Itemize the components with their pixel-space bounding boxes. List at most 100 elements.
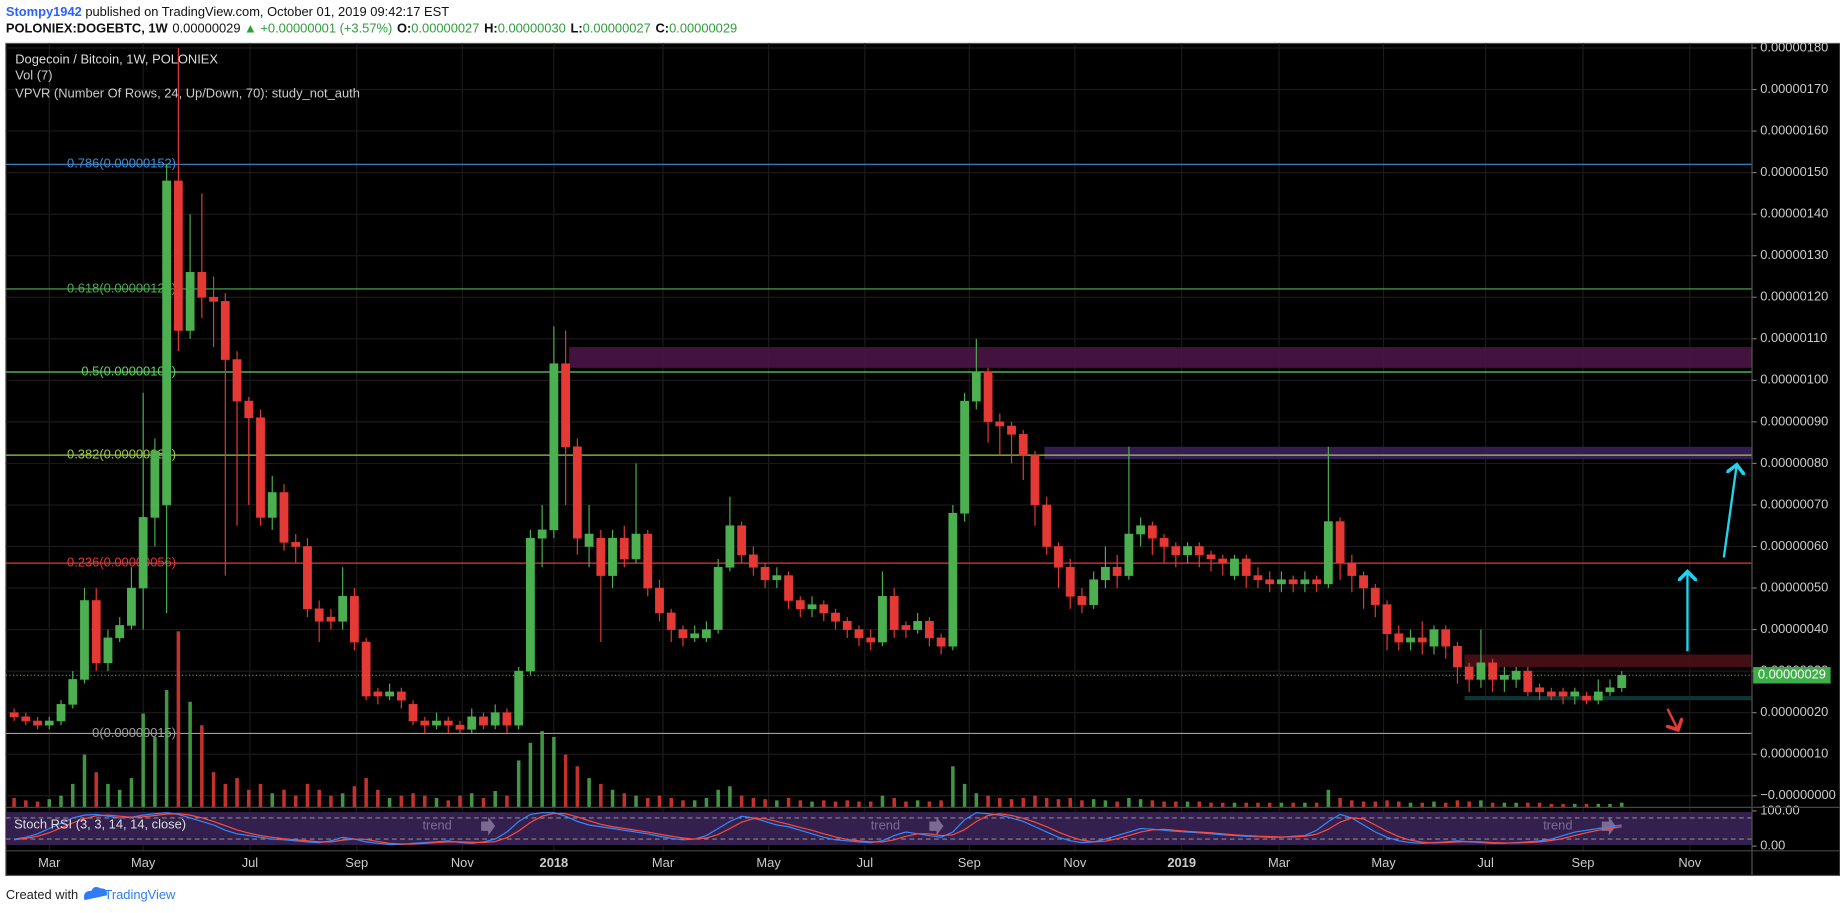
y-tick-label: 0.00000140 bbox=[1760, 206, 1828, 221]
volume-bar bbox=[505, 795, 509, 808]
volume-bar bbox=[1127, 797, 1131, 808]
legend-indicator: VPVR (Number Of Rows, 24, Up/Down, 70): … bbox=[15, 85, 360, 100]
candle-body bbox=[772, 575, 782, 581]
volume-bar bbox=[998, 797, 1002, 808]
candle-body bbox=[349, 596, 359, 643]
y-tick-label: 0.00000050 bbox=[1760, 579, 1828, 594]
x-tick-label: Mar bbox=[652, 855, 675, 870]
candle-body bbox=[678, 629, 688, 639]
candle-body bbox=[572, 446, 582, 539]
volume-bar bbox=[376, 789, 380, 808]
x-tick-label: Jul bbox=[857, 855, 873, 870]
volume-bar bbox=[892, 797, 896, 808]
ohlc-value: 0.00000029 bbox=[669, 21, 737, 36]
candle-body bbox=[1441, 629, 1451, 647]
volume-bar bbox=[587, 778, 591, 808]
volume-bar bbox=[1220, 802, 1225, 808]
candle-body bbox=[291, 542, 301, 547]
candle-body bbox=[526, 537, 535, 672]
footer-brand[interactable]: TradingView bbox=[104, 887, 176, 902]
candle-body bbox=[220, 301, 230, 360]
volume-bar bbox=[1373, 801, 1378, 808]
grid bbox=[5, 43, 1752, 851]
volume-bar bbox=[552, 736, 556, 808]
volume-bar bbox=[1479, 800, 1483, 808]
candle-body bbox=[596, 537, 606, 576]
y-tick-label: 0.00000040 bbox=[1760, 621, 1828, 636]
candle-body bbox=[209, 296, 218, 302]
candle-body bbox=[455, 724, 465, 730]
candle-body bbox=[1065, 566, 1075, 597]
author[interactable]: Stompy1942 bbox=[6, 4, 82, 19]
fib-label: 0.382(0.00000082) bbox=[67, 447, 176, 462]
candle-body bbox=[256, 417, 265, 518]
volume-bar bbox=[1420, 802, 1425, 808]
candle-body bbox=[56, 704, 66, 722]
rsi-line bbox=[14, 812, 1622, 845]
candle-body bbox=[1183, 546, 1192, 556]
volume-bar bbox=[352, 786, 357, 808]
volume-bar bbox=[458, 795, 462, 808]
fib-label: 0.618(0.00000122) bbox=[67, 280, 176, 295]
candle-body bbox=[748, 554, 758, 568]
volume-bar bbox=[82, 754, 87, 808]
candle-body bbox=[1335, 521, 1345, 564]
volume-bar bbox=[1150, 800, 1155, 808]
volume-bar bbox=[1056, 799, 1061, 808]
candle-body bbox=[1558, 691, 1568, 697]
x-tick-label: May bbox=[756, 855, 781, 870]
volume-bar bbox=[974, 793, 979, 808]
volume-bar bbox=[1596, 803, 1601, 808]
candle-body bbox=[21, 716, 31, 722]
candle-body bbox=[1101, 566, 1110, 581]
candle-body bbox=[1136, 525, 1146, 535]
x-tick-label: Nov bbox=[451, 855, 474, 870]
candle-body bbox=[878, 596, 887, 643]
candle-body bbox=[1394, 633, 1404, 643]
candle-body bbox=[373, 691, 383, 697]
candle-body bbox=[127, 587, 136, 626]
volume-bar bbox=[340, 793, 345, 808]
x-tick-label: Sep bbox=[958, 855, 981, 870]
volume-bar bbox=[247, 789, 251, 808]
volume-bar bbox=[1514, 802, 1518, 808]
volume-bar bbox=[833, 801, 838, 808]
candle-body bbox=[150, 450, 160, 518]
candle-body bbox=[1582, 695, 1591, 701]
volume-bar bbox=[1267, 802, 1272, 808]
volume-bar bbox=[1138, 799, 1143, 808]
candle-body bbox=[115, 625, 125, 639]
arrow-down bbox=[1668, 708, 1679, 730]
volume-bar bbox=[528, 742, 533, 808]
volume-bar bbox=[329, 795, 333, 808]
volume-bar bbox=[1021, 797, 1026, 808]
candle-body bbox=[795, 600, 805, 610]
volume-bar bbox=[775, 800, 779, 808]
volume-bar bbox=[645, 797, 650, 808]
volume-bar bbox=[704, 797, 709, 808]
volume-bar bbox=[106, 783, 110, 808]
volume-bar bbox=[575, 766, 580, 808]
candle-body bbox=[584, 533, 594, 547]
x-tick-label: Sep bbox=[1572, 855, 1595, 870]
candle-body bbox=[490, 712, 500, 726]
candle-body bbox=[784, 575, 793, 601]
candle-body bbox=[162, 180, 172, 506]
candle-body bbox=[842, 620, 852, 630]
volume-bar bbox=[211, 772, 216, 808]
candle-body bbox=[514, 670, 524, 726]
volume-bar bbox=[35, 801, 40, 808]
candle-body bbox=[1617, 674, 1627, 689]
candle-body bbox=[408, 704, 418, 722]
candle-body bbox=[1464, 666, 1474, 680]
volume-bar bbox=[1103, 800, 1108, 808]
volume-bar bbox=[986, 795, 990, 808]
volume-bar bbox=[1573, 803, 1577, 808]
volume-bar bbox=[129, 778, 134, 808]
candle-body bbox=[1312, 579, 1322, 585]
volume-bar bbox=[1185, 801, 1190, 808]
volume-bar bbox=[1537, 802, 1542, 808]
volume-bar bbox=[70, 783, 75, 808]
candle-body bbox=[1077, 596, 1087, 605]
